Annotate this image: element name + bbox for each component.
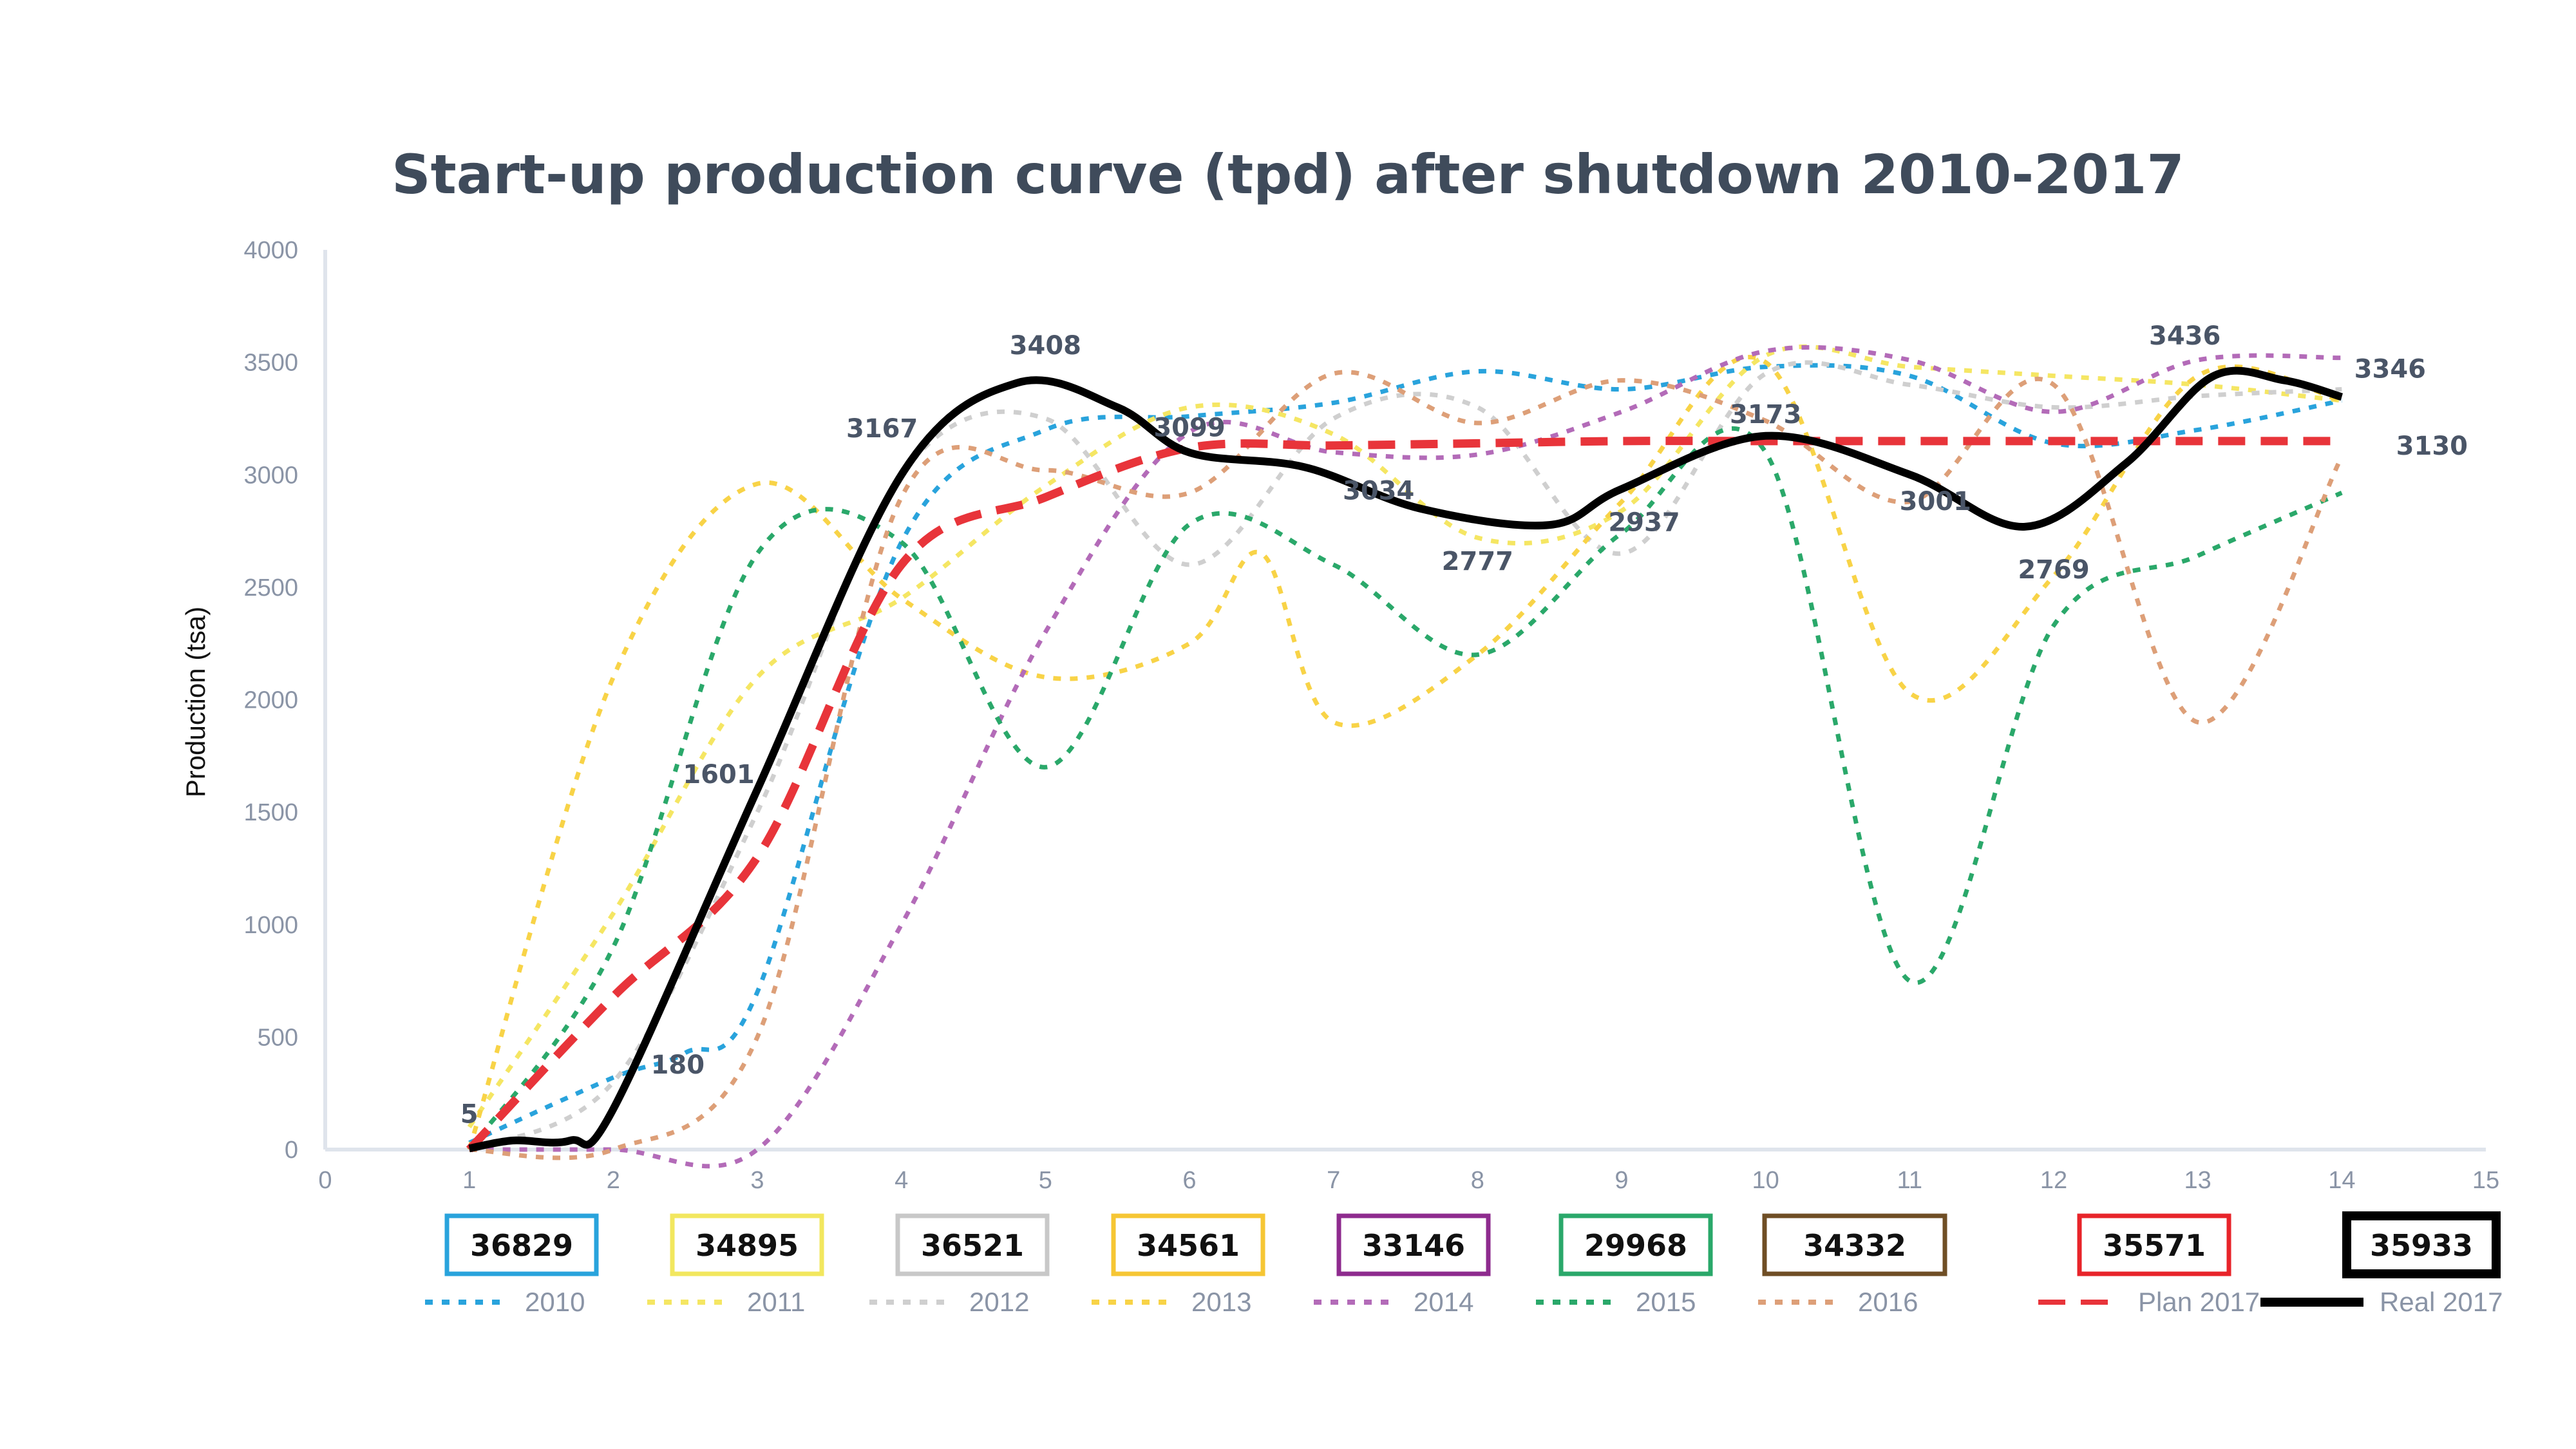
- data-label: 180: [651, 1050, 705, 1080]
- axes: 0 1 2 3 4 5 6 7 8 9 10 11 12 13 14 15050010001500200025…: [243, 237, 2499, 1194]
- series-total: 35571: [2103, 1228, 2206, 1263]
- legend-label: 2013: [1191, 1287, 1251, 1317]
- x-tick-label: 2: [607, 1167, 620, 1194]
- series-line-0: [468, 363, 2343, 1145]
- series-total: 33146: [1362, 1228, 1465, 1263]
- data-label: 2937: [1608, 507, 1680, 537]
- x-tick-label: 11: [1897, 1167, 1922, 1194]
- x-tick-label: 3: [750, 1167, 764, 1194]
- series-total: 29968: [1584, 1228, 1687, 1263]
- legend: 36829 2010 34895 2011 36521 2012 34561 2013 3314…: [425, 1211, 2503, 1317]
- data-label: 2777: [1442, 547, 1513, 576]
- data-label: 3034: [1343, 476, 1414, 506]
- x-tick-label: 13: [2184, 1167, 2211, 1194]
- series-total: 36829: [470, 1228, 573, 1263]
- x-tick-label: 4: [895, 1167, 908, 1194]
- data-label: 2769: [2018, 555, 2089, 585]
- x-tick-label: 14: [2328, 1167, 2355, 1194]
- y-tick-label: 1000: [243, 912, 298, 939]
- data-label: 5: [460, 1099, 478, 1129]
- series-line-2: [468, 360, 2342, 1152]
- x-tick-label: 12: [2040, 1167, 2067, 1194]
- legend-label: 2015: [1636, 1287, 1696, 1317]
- y-tick-label: 1500: [243, 799, 298, 826]
- x-tick-label: 1: [462, 1167, 476, 1194]
- series-line-8: [468, 366, 2344, 1153]
- series-total-box: [444, 1213, 599, 1276]
- series-line-4: [469, 345, 2342, 1169]
- y-axis-label: Production (tsa): [180, 607, 211, 797]
- series-line-7: [466, 437, 2342, 1153]
- chart-title: Start-up production curve (tpd) after sh…: [392, 143, 2184, 206]
- series-total: 34895: [696, 1228, 799, 1263]
- series-line-5: [467, 426, 2343, 1151]
- series-total: 34561: [1137, 1228, 1240, 1263]
- legend-label: 2010: [525, 1287, 585, 1317]
- series-total-box: [1558, 1213, 1713, 1276]
- data-label: 3346: [2354, 354, 2426, 384]
- legend-label: 2012: [969, 1287, 1029, 1317]
- x-tick-label: 8: [1471, 1167, 1484, 1194]
- legend-label: 2014: [1414, 1287, 1473, 1317]
- legend-label: Real 2017: [2380, 1287, 2503, 1317]
- legend-label: Plan 2017: [2138, 1287, 2260, 1317]
- legend-label: 2011: [747, 1287, 805, 1317]
- series-line-6: [469, 370, 2344, 1160]
- series-total-box: [1762, 1213, 1947, 1276]
- series-total: 35933: [2370, 1228, 2473, 1263]
- x-tick-label: 5: [1039, 1167, 1052, 1194]
- y-tick-label: 0: [285, 1137, 298, 1164]
- series-total-box: [2077, 1213, 2231, 1276]
- series-total-box: [1111, 1213, 1265, 1276]
- legend-label: 2016: [1858, 1287, 1918, 1317]
- data-label: 3130: [2396, 431, 2468, 461]
- data-label: 3099: [1153, 413, 1225, 443]
- data-label: 3408: [1010, 331, 1081, 361]
- data-label: 3173: [1730, 400, 1801, 430]
- x-tick-label: 6: [1182, 1167, 1196, 1194]
- x-tick-label: 15: [2472, 1167, 2499, 1194]
- data-label: 3167: [846, 414, 918, 444]
- y-tick-label: 500: [258, 1024, 298, 1051]
- x-tick-label: 9: [1615, 1167, 1628, 1194]
- data-label: 3436: [2149, 321, 2221, 351]
- series-layer: [466, 344, 2344, 1169]
- data-label: 3001: [1900, 487, 1971, 516]
- y-tick-label: 2500: [243, 574, 298, 601]
- data-label: 1601: [683, 760, 754, 790]
- y-tick-label: 3000: [243, 462, 298, 489]
- x-tick-label: 0: [318, 1167, 332, 1194]
- series-total: 36521: [921, 1228, 1024, 1263]
- series-line-3: [467, 355, 2343, 1151]
- series-total-box: [2342, 1211, 2501, 1278]
- y-tick-label: 2000: [243, 687, 298, 714]
- x-tick-label: 10: [1752, 1167, 1779, 1194]
- y-tick-label: 3500: [243, 350, 298, 377]
- series-total: 34332: [1803, 1228, 1906, 1263]
- series-total-box: [670, 1213, 824, 1276]
- series-total-box: [1336, 1213, 1491, 1276]
- y-tick-label: 4000: [243, 237, 298, 264]
- data-label-layer: 5 180 1601 3167 3408 3099 3034 2777 2937 3173 3001…: [460, 321, 2468, 1129]
- x-tick-label: 7: [1327, 1167, 1340, 1194]
- series-total-box: [895, 1213, 1050, 1276]
